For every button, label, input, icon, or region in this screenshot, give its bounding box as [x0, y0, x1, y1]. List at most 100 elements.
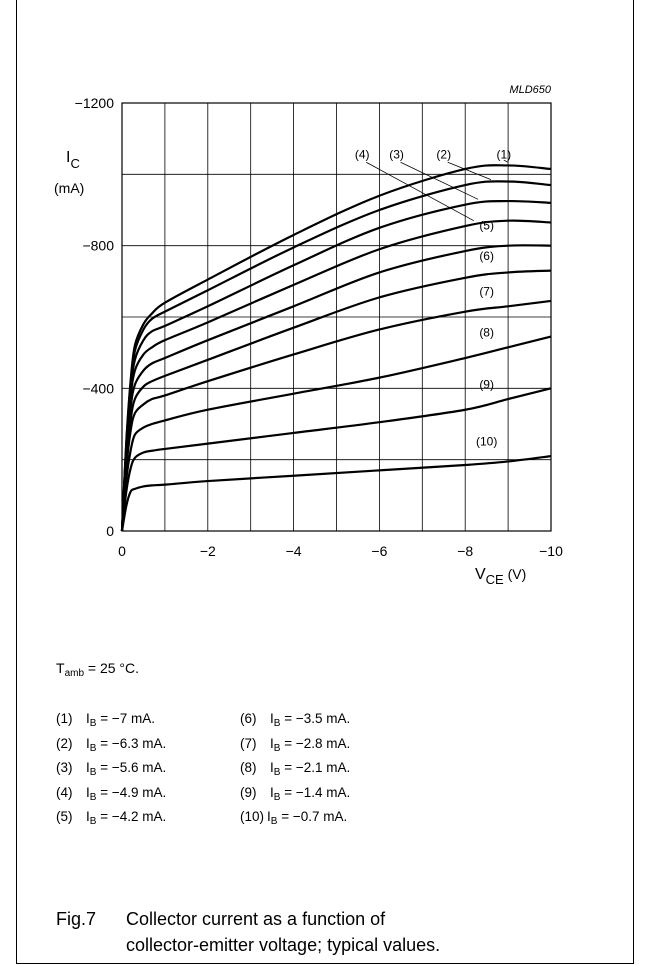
x-axis-subscript: CE: [486, 572, 504, 587]
curve-label-10: (10): [476, 434, 497, 448]
legend-value: = −0.7 mA.: [277, 809, 348, 824]
curve-label-8: (8): [479, 326, 494, 340]
legend-symbol-subscript: B: [273, 718, 281, 729]
y-tick-label: −400: [82, 380, 114, 396]
legend-symbol: I: [86, 760, 90, 775]
legend-symbol: I: [86, 784, 90, 800]
legend-symbol-subscript: B: [89, 816, 97, 827]
legend-entry-left: (2) IB = −6.3 mA.: [56, 736, 166, 754]
legend-value: = −2.1 mA.: [280, 760, 351, 775]
legend-entry-right: (8) IB = −2.1 mA.: [240, 760, 350, 778]
legend-number: (10): [240, 809, 265, 824]
annotation-leader: [503, 159, 509, 163]
curve-7: [120, 299, 552, 532]
legend-entry-left: (3) IB = −5.6 mA.: [56, 760, 166, 778]
legend-symbol-subscript: B: [89, 742, 97, 754]
curve-4: [120, 219, 552, 532]
legend-number: (3): [56, 760, 73, 775]
curve-label-1: (1): [496, 147, 511, 161]
curve-label-2: (2): [436, 147, 451, 161]
curve-label-3: (3): [389, 147, 404, 161]
y-axis-subscript: C: [70, 156, 79, 171]
x-tick-label: 0: [118, 543, 126, 559]
caption-line-1: Collector current as a function of: [126, 909, 386, 929]
annotation-leader: [447, 161, 492, 181]
legend-value: = −7 mA.: [96, 711, 155, 726]
curve-label-6: (6): [479, 249, 494, 263]
legend-entry-right: (9) IB = −1.4 mA.: [240, 785, 350, 803]
legend-number: (8): [240, 760, 257, 775]
x-tick-label: −10: [539, 543, 563, 559]
legend-entry-left: (1) IB = −7 mA.: [56, 711, 155, 729]
legend-value: = −1.4 mA.: [280, 784, 351, 800]
curve-label-4: (4): [355, 147, 370, 161]
legend-value: = −2.8 mA.: [280, 735, 351, 751]
figure-id-label: MLD650: [509, 84, 551, 96]
curve-label-9: (9): [479, 377, 494, 391]
x-tick-label: −2: [200, 543, 216, 559]
legend-symbol: I: [270, 735, 274, 751]
legend-symbol: I: [267, 809, 271, 824]
curve-label-7: (7): [479, 285, 494, 299]
curve-8: [120, 335, 552, 532]
x-tick-label: −8: [457, 543, 473, 559]
legend-entry-left: (5) IB = −4.2 mA.: [56, 809, 166, 827]
legend-number: (5): [56, 809, 73, 824]
legend-value: = −4.9 mA.: [96, 784, 167, 800]
x-axis-label: VCE (V): [475, 566, 526, 587]
tamb-value: = 25 °C.: [84, 660, 140, 676]
legend-entry-right: (10) IB = −0.7 mA.: [240, 809, 347, 827]
x-axis-unit: (V): [504, 566, 527, 582]
chart: 0 −2 −4 −6 −8 −100−400−800−1200MLD650IC(mA)VC…: [54, 84, 563, 587]
legend-value: = −5.6 mA.: [96, 760, 167, 775]
caption-line-2: collector-emitter voltage; typical value…: [126, 935, 441, 955]
y-axis-symbol: I: [66, 149, 70, 166]
legend-entry-right: (7) IB = −2.8 mA.: [240, 736, 350, 754]
legend-number: (9): [240, 784, 257, 800]
legend-symbol: I: [270, 760, 274, 775]
annotation-leader: [366, 161, 474, 222]
figure-frame: [16, 0, 634, 964]
curve-5: [120, 244, 552, 532]
legend-number: (4): [56, 784, 73, 800]
legend-value: = −6.3 mA.: [96, 735, 167, 751]
x-tick-label: −4: [286, 543, 302, 559]
legend-entry-left: (4) IB = −4.9 mA.: [56, 785, 166, 803]
legend-symbol-subscript: B: [89, 767, 97, 778]
legend-symbol: I: [270, 784, 274, 800]
legend-number: (2): [56, 735, 73, 751]
ambient-temperature-note: Tamb = 25 °C.: [56, 660, 139, 679]
plot-border: [121, 102, 552, 532]
annotation-leader: [400, 161, 479, 200]
y-axis-unit: (mA): [54, 180, 84, 196]
y-tick-label: 0: [106, 523, 114, 539]
legend-symbol-subscript: B: [89, 791, 97, 803]
x-tick-label: −6: [371, 543, 387, 559]
legend-number: (6): [240, 711, 257, 726]
y-tick-label: −1200: [75, 95, 115, 111]
legend-symbol-subscript: B: [273, 742, 281, 754]
y-tick-label: −800: [82, 238, 114, 254]
tamb-subscript: amb: [64, 668, 85, 679]
legend-symbol-subscript: B: [273, 767, 281, 778]
curve-6: [120, 269, 552, 532]
figure-number: Fig.7: [56, 909, 97, 929]
legend-symbol: I: [86, 809, 90, 824]
x-axis-symbol: V: [475, 566, 486, 583]
legend-symbol: I: [86, 711, 90, 726]
legend-symbol-subscript: B: [273, 791, 281, 803]
legend-symbol: I: [86, 735, 90, 751]
legend-entry-right: (6) IB = −3.5 mA.: [240, 711, 350, 729]
curve-label-5: (5): [479, 219, 494, 233]
legend-number: (7): [240, 735, 257, 751]
legend-value: = −4.2 mA.: [96, 809, 167, 824]
tamb-symbol: T: [56, 660, 65, 676]
curve-9: [120, 387, 552, 532]
legend-symbol-subscript: B: [89, 718, 97, 729]
legend-symbol-subscript: B: [270, 816, 278, 827]
curve-10: [120, 455, 552, 532]
legend-number: (1): [56, 711, 73, 726]
legend-symbol: I: [270, 711, 274, 726]
y-axis-label: IC: [66, 149, 80, 171]
legend-value: = −3.5 mA.: [280, 711, 351, 726]
